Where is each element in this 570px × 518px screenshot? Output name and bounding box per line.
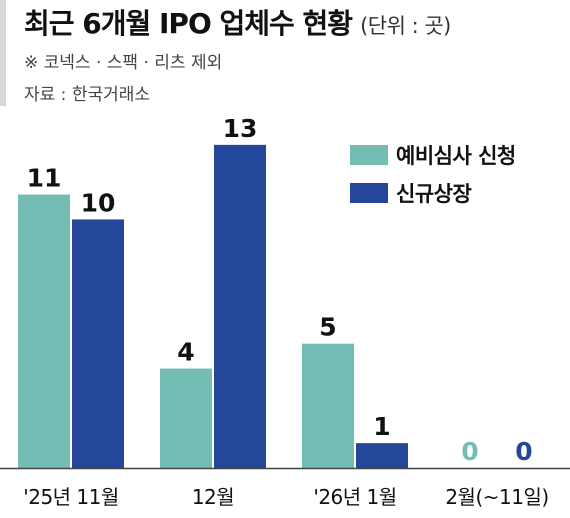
bar-listing-0 — [72, 219, 124, 468]
value-label-prelim-1: 4 — [177, 338, 194, 367]
value-label-listing-3: 0 — [515, 437, 532, 466]
x-tick-label-2: '26년 1월 — [313, 485, 396, 509]
unit-label: (단위 : 곳) — [360, 14, 451, 38]
title-accent-bar — [0, 0, 6, 106]
x-axis-labels-group: '25년 11월 12월 '26년 1월 2월(~11일) — [23, 485, 549, 509]
value-label-listing-1: 13 — [223, 114, 258, 143]
bar-prelim-1 — [160, 368, 212, 468]
x-tick-label-1: 12월 — [192, 485, 234, 509]
value-label-prelim-3: 0 — [461, 437, 478, 466]
chart-title: 최근 6개월 IPO 업체수 현황 — [24, 7, 353, 40]
bar-listing-2 — [356, 443, 408, 468]
x-tick-label-0: '25년 11월 — [23, 485, 119, 509]
title-block: 최근 6개월 IPO 업체수 현황 (단위 : 곳) — [24, 2, 451, 42]
legend-label-listing: 신규상장 — [396, 182, 471, 206]
source-note: 자료 : 한국거래소 — [24, 85, 151, 105]
bar-prelim-2 — [302, 343, 354, 468]
legend-label-prelim: 예비심사 신청 — [396, 144, 516, 168]
bar-listing-1 — [214, 144, 266, 468]
x-tick-label-3: 2월(~11일) — [445, 485, 548, 509]
bar-prelim-0 — [18, 194, 70, 469]
bars-group — [18, 144, 408, 469]
value-label-prelim-0: 11 — [27, 164, 62, 193]
value-label-listing-0: 10 — [81, 188, 116, 217]
legend-swatch-prelim — [350, 145, 388, 165]
exclusion-note: ※ 코넥스 · 스팩 · 리츠 제외 — [24, 53, 223, 73]
value-label-prelim-2: 5 — [319, 313, 336, 342]
value-label-listing-2: 1 — [373, 412, 390, 441]
legend-swatch-listing — [350, 183, 388, 203]
